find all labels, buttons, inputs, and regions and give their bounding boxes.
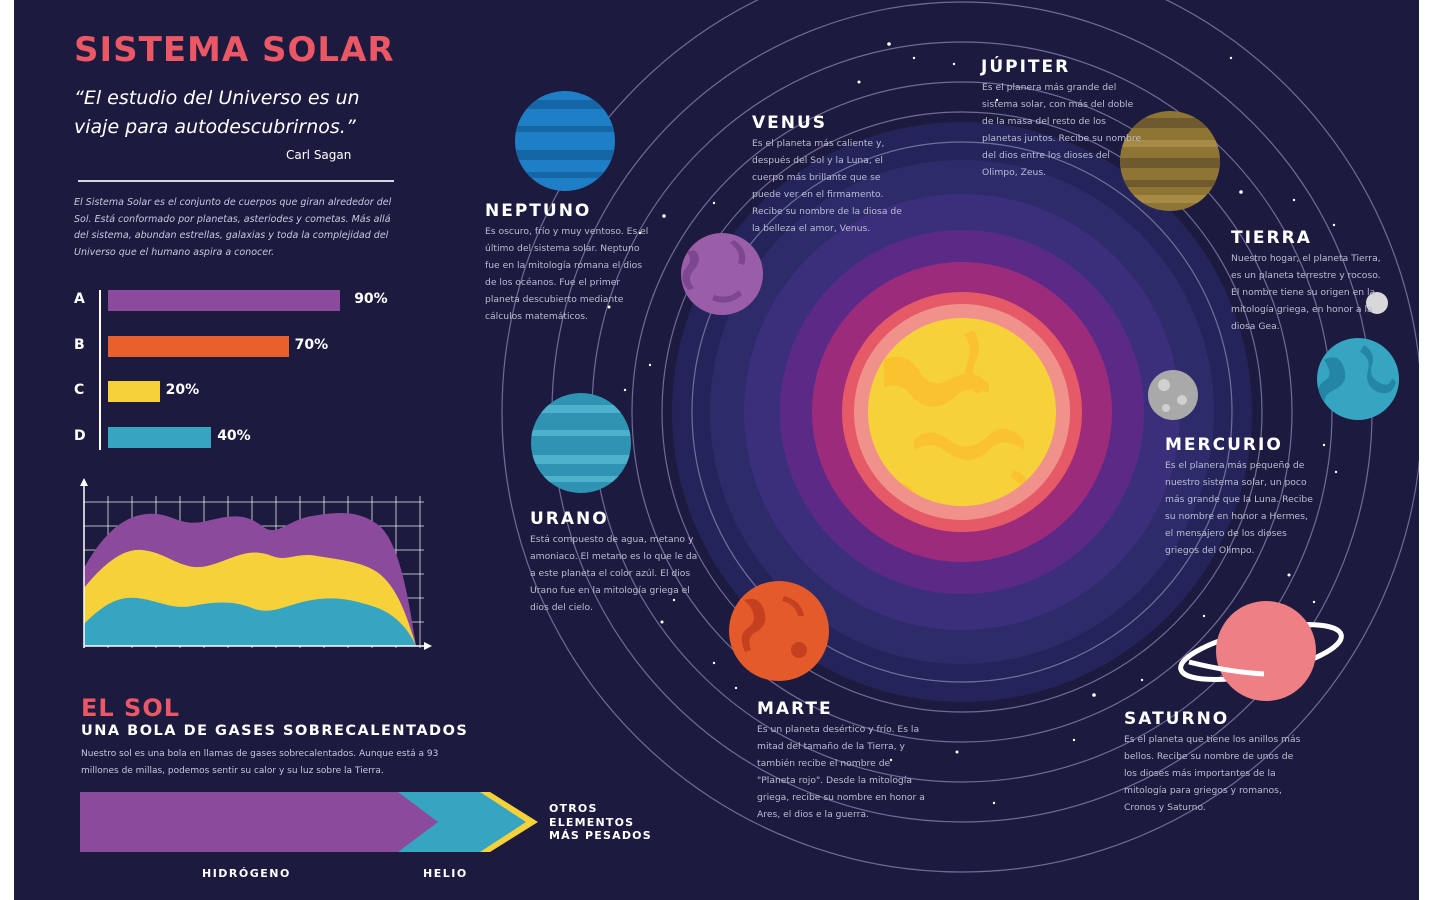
saturn-description: Es el planeta que tiene los anillos más … (1124, 734, 1301, 813)
hydrogen-label: HIDRÓGENO (202, 867, 291, 880)
bar-value-label: 40% (217, 427, 251, 444)
bar-label: A (74, 291, 85, 307)
earth-planet (1317, 292, 1399, 420)
jupiter-name: JÚPITER (981, 57, 1071, 77)
bar-chart-axis (99, 290, 101, 450)
orbits (501, 0, 1419, 873)
earth-name: TIERRA (1231, 228, 1312, 248)
bar-value-label: 70% (294, 336, 329, 353)
page-title: SISTEMA SOLAR (74, 30, 395, 70)
uranus-planet (531, 393, 631, 493)
divider (78, 180, 394, 182)
heavier-elements-label: OTROS ELEMENTOS MÁS PESADOS (549, 802, 652, 842)
mercury-name: MERCURIO (1165, 435, 1283, 455)
area-chart (80, 478, 432, 650)
mars-description: Es un planeta desértico y frío. Es la mi… (757, 724, 925, 820)
composition-purple-segment (80, 792, 438, 852)
area-series-bottom (84, 597, 416, 646)
bar (108, 381, 160, 402)
neptune-planet (515, 91, 615, 191)
mercury-description: Es el planera más pequeño de nuestro sis… (1165, 460, 1313, 556)
earth-description: Nuestro hogar, el planeta Tierra, es un … (1231, 253, 1381, 332)
bar-value-label: 90% (354, 291, 388, 307)
venus-planet (681, 233, 763, 315)
x-axis-arrow (424, 642, 432, 650)
bar (108, 335, 289, 357)
bar-label: D (74, 427, 86, 444)
uranus-description: Está compuesto de agua, metano y amoniac… (530, 534, 698, 613)
bar-value-label: 20% (165, 382, 200, 398)
bar-label: B (74, 336, 85, 353)
infographic-poster: SISTEMA SOLAR “El estudio del Universo e… (14, 0, 1419, 900)
venus-name: VENUS (752, 113, 828, 133)
stars (607, 42, 1338, 805)
venus-description: Es el planeta más caliente y, después de… (752, 138, 902, 234)
neptune-description: Es oscuro, frío y muy ventoso. Es el últ… (485, 226, 649, 322)
sun-heading: EL SOL (81, 694, 181, 722)
sun-description: Nuestro sol es una bola en llamas de gas… (81, 749, 439, 776)
jupiter-planet (1120, 111, 1220, 211)
saturn-planet (1178, 601, 1344, 701)
quote-text: “El estudio del Universo es un viaje par… (74, 87, 360, 138)
neptune-name: NEPTUNO (485, 201, 592, 221)
quote-author: Carl Sagan (286, 148, 352, 162)
bar (108, 290, 341, 311)
mars-name: MARTE (757, 699, 833, 719)
sun-subheading: UNA BOLA DE GASES SOBRECALENTADOS (81, 723, 469, 739)
bar (108, 426, 212, 448)
bar-label: C (74, 382, 85, 398)
helium-label: HELIO (423, 867, 468, 880)
mars-planet (729, 581, 829, 681)
intro-text: El Sistema Solar es el conjunto de cuerp… (74, 197, 392, 258)
sun-composition-arrow (80, 792, 538, 852)
saturn-name: SATURNO (1124, 709, 1230, 729)
solar-system-graphic (501, 0, 1419, 873)
moon (1366, 292, 1388, 314)
y-axis-arrow (80, 478, 88, 486)
uranus-name: URANO (530, 509, 609, 529)
jupiter-description: Es el planera más grande del sistema sol… (982, 82, 1142, 178)
mercury-planet (1148, 370, 1198, 420)
